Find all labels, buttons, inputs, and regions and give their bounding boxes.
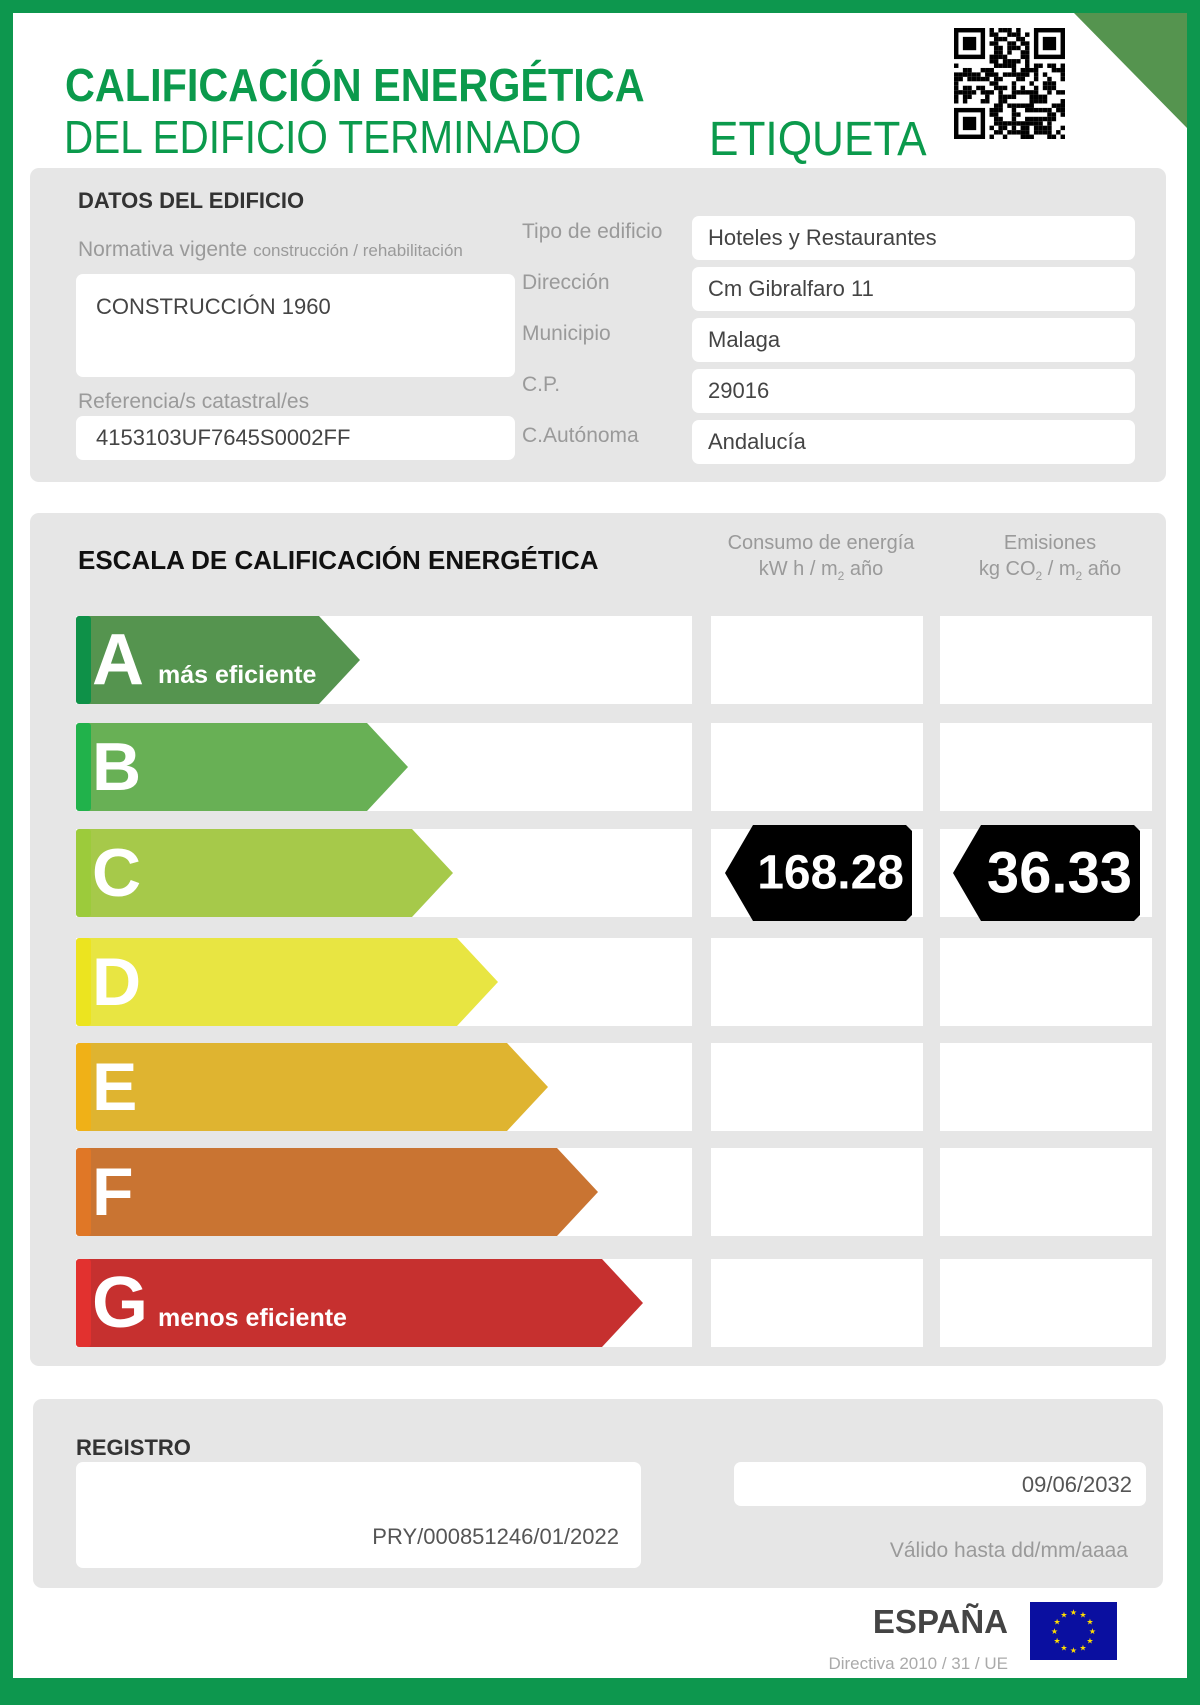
- svg-text:★: ★: [1079, 1643, 1086, 1652]
- emisiones-cell: [940, 938, 1152, 1026]
- rating-arrow-g: [76, 1259, 643, 1347]
- normativa-label-text: Normativa vigente: [78, 238, 248, 261]
- consumo-unit: kW h / m2 año: [758, 558, 884, 583]
- country-label: ESPAÑA: [872, 1603, 1008, 1640]
- rating-arrow-d: [76, 938, 498, 1026]
- escala-panel: ESCALA DE CALIFICACIÓN ENERGÉTICA Consum…: [30, 513, 1166, 1366]
- field-value: 29016: [692, 369, 1135, 413]
- emisiones-cell: [940, 1259, 1152, 1347]
- normativa-field: CONSTRUCCIÓN 1960: [76, 274, 515, 377]
- valid-label: Válido hasta dd/mm/aaaa: [889, 1539, 1128, 1562]
- emisiones-badge: 36.33: [953, 825, 1140, 921]
- svg-text:★: ★: [1086, 1637, 1093, 1646]
- energy-label-sheet: CALIFICACIÓN ENERGÉTICA DEL EDIFICIO TER…: [13, 13, 1187, 1678]
- normativa-label: Normativa vigente construcción / rehabil…: [78, 238, 463, 262]
- svg-text:★: ★: [1089, 1627, 1096, 1636]
- consumo-cell: [711, 1259, 923, 1347]
- registro-panel: REGISTRO PRY/000851246/01/2022 09/06/203…: [33, 1399, 1163, 1588]
- svg-text:★: ★: [1070, 1608, 1077, 1617]
- svg-text:★: ★: [1053, 1637, 1060, 1646]
- field-label: C.Autónoma: [522, 424, 639, 447]
- rating-letter: E: [92, 1049, 138, 1125]
- emisiones-cell: [940, 1148, 1152, 1236]
- emisiones-badge-value: 36.33: [986, 840, 1132, 906]
- emisiones-cell: [940, 616, 1152, 704]
- svg-text:★: ★: [1086, 1618, 1093, 1627]
- rating-arrow-c: [76, 829, 453, 917]
- referencia-label: Referencia/s catastral/es: [78, 390, 310, 413]
- consumo-badge-value: 168.28: [757, 846, 904, 900]
- emisiones-header-title: Emisiones: [1003, 532, 1097, 554]
- consumo-cell: [711, 616, 923, 704]
- rating-arrow-f: [76, 1148, 598, 1236]
- consumo-cell: [711, 1148, 923, 1236]
- emisiones-cell: [940, 1043, 1152, 1131]
- svg-text:★: ★: [1079, 1611, 1086, 1620]
- valid-date: 09/06/2032: [1021, 1472, 1132, 1497]
- rating-arrow-b: [76, 723, 408, 811]
- consumo-header: Consumo de energía kW h / m2 año: [701, 530, 941, 589]
- rating-letter: D: [92, 944, 142, 1020]
- consumo-badge: 168.28: [725, 825, 912, 921]
- consumo-cell: [711, 938, 923, 1026]
- field-value: Malaga: [692, 318, 1135, 362]
- field-value: Andalucía: [692, 420, 1135, 464]
- escala-title: ESCALA DE CALIFICACIÓN ENERGÉTICA: [78, 545, 599, 575]
- consumo-header-title: Consumo de energía: [727, 532, 915, 554]
- consumo-cell: [711, 1043, 923, 1131]
- rating-note: más eficiente: [158, 661, 317, 689]
- rating-arrow-e: [76, 1043, 548, 1131]
- qr-code-icon: [954, 28, 1065, 139]
- referencia-field: 4153103UF7645S0002FF: [76, 416, 515, 460]
- rating-letter: F: [92, 1154, 134, 1230]
- emisiones-unit: kg CO2 / m2 año: [978, 558, 1122, 583]
- eu-flag-icon: ★ ★★★★★★★★★★★: [1030, 1602, 1117, 1660]
- datos-panel: DATOS DEL EDIFICIO Normativa vigente con…: [30, 168, 1166, 482]
- svg-text:★: ★: [1060, 1643, 1067, 1652]
- svg-text:★: ★: [1070, 1646, 1077, 1655]
- emisiones-cell: [940, 723, 1152, 811]
- field-value: Cm Gibralfaro 11: [692, 267, 1135, 311]
- svg-text:★: ★: [1060, 1611, 1067, 1620]
- rating-letter: C: [92, 835, 142, 911]
- corner-triangle: [1074, 13, 1187, 128]
- directive-label: Directiva 2010 / 31 / UE: [828, 1654, 1008, 1673]
- rating-letter: B: [92, 729, 142, 805]
- field-value: Hoteles y Restaurantes: [692, 216, 1135, 260]
- normativa-sublabel: construcción / rehabilitación: [253, 241, 463, 260]
- rating-arrow-a: [76, 616, 360, 704]
- title-line1: CALIFICACIÓN ENERGÉTICA: [65, 59, 645, 111]
- datos-title: DATOS DEL EDIFICIO: [78, 188, 305, 213]
- rating-note: menos eficiente: [158, 1304, 347, 1332]
- etiqueta-label: ETIQUETA: [709, 113, 927, 166]
- svg-text:★: ★: [1051, 1627, 1058, 1636]
- consumo-cell: [711, 723, 923, 811]
- field-label: Tipo de edificio: [522, 220, 663, 243]
- rating-letter: A: [92, 620, 144, 700]
- registro-title: REGISTRO: [76, 1435, 191, 1460]
- rating-letter: G: [92, 1263, 149, 1343]
- svg-text:★: ★: [1053, 1618, 1060, 1627]
- valid-date-field: 09/06/2032: [734, 1462, 1146, 1506]
- field-label: Dirección: [522, 271, 610, 294]
- emisiones-header: Emisiones kg CO2 / m2 año: [930, 530, 1170, 589]
- field-label: C.P.: [522, 373, 561, 396]
- registro-number: PRY/000851246/01/2022: [372, 1524, 619, 1549]
- field-label: Municipio: [522, 322, 611, 345]
- registro-number-field: PRY/000851246/01/2022: [76, 1462, 641, 1568]
- title-line2: DEL EDIFICIO TERMINADO: [64, 111, 582, 163]
